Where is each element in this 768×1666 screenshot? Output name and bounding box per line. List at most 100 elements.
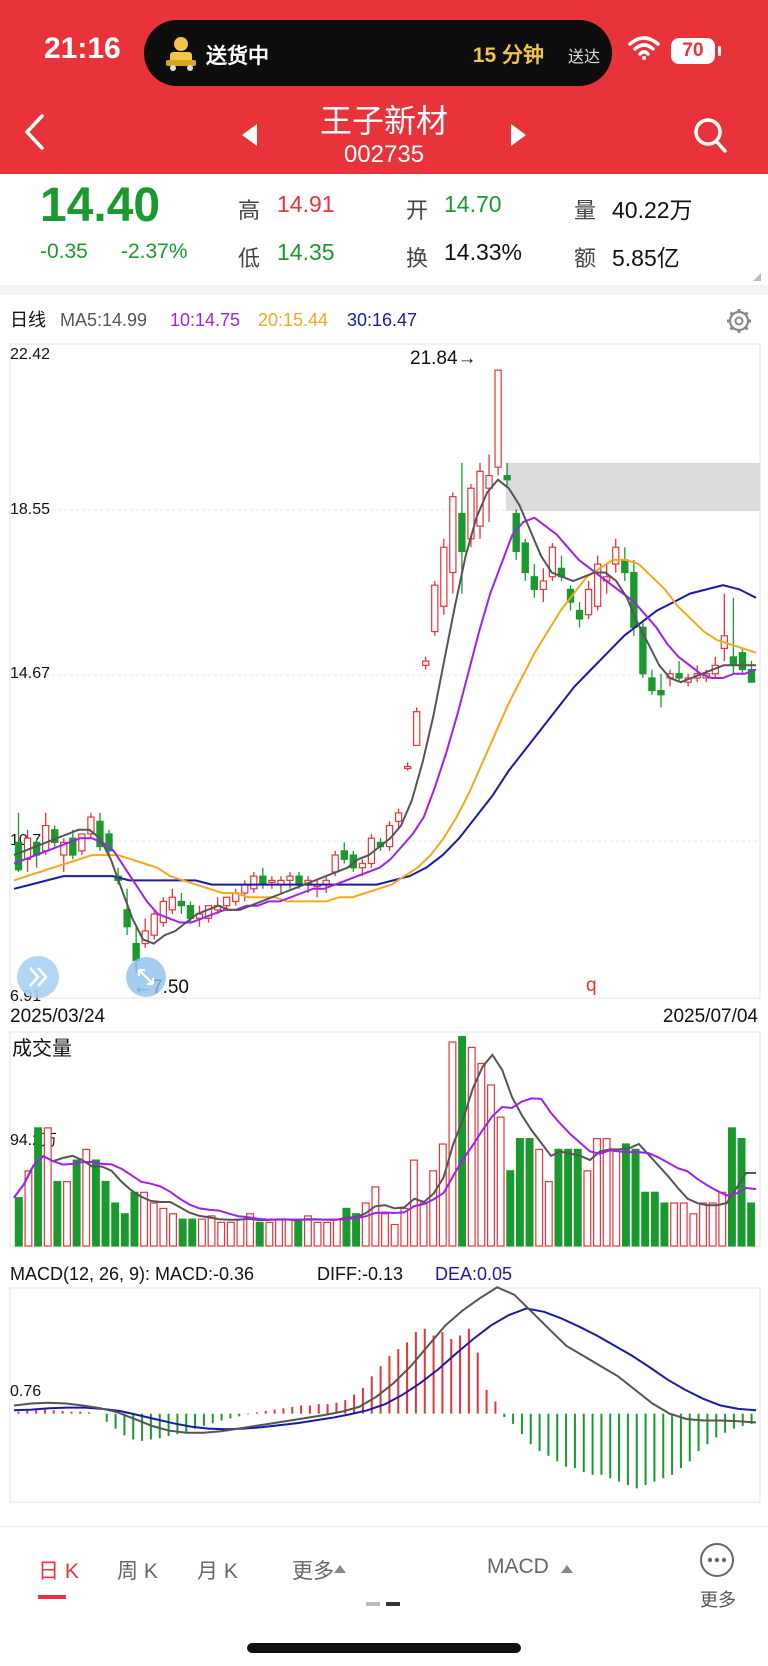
volume-bar bbox=[506, 1170, 515, 1247]
volume-bar bbox=[477, 1062, 486, 1247]
candle-body bbox=[738, 652, 747, 671]
dea-line bbox=[13, 1307, 757, 1431]
volume-bar bbox=[342, 1207, 351, 1247]
tab-daily-k[interactable]: 日 K bbox=[38, 1560, 79, 1583]
volume-bar bbox=[535, 1148, 544, 1247]
kline-chart-area[interactable]: 日线 MA5:14.99 10:14.75 20:15.44 30:16.47 … bbox=[0, 296, 768, 1526]
open-value: 14.70 bbox=[444, 191, 502, 217]
volume-bar bbox=[14, 1197, 23, 1247]
volume-bar bbox=[747, 1202, 756, 1247]
stock-header: 21:16 送货中 15 分钟 送达 70 王子新材 002735 bbox=[0, 0, 768, 174]
active-tab-indicator bbox=[38, 1595, 66, 1599]
candle-body bbox=[340, 850, 348, 860]
page-indicator-dot-active bbox=[386, 1602, 400, 1606]
back-icon[interactable] bbox=[22, 112, 46, 152]
volume-bar bbox=[352, 1213, 361, 1247]
volume-bar bbox=[246, 1213, 255, 1247]
volume-bar bbox=[294, 1218, 303, 1247]
period-label: 日线 bbox=[10, 310, 46, 330]
previous-stock-icon[interactable] bbox=[242, 124, 257, 146]
candle-body bbox=[449, 496, 457, 574]
volume-bar bbox=[487, 1084, 495, 1247]
candle-body bbox=[358, 862, 367, 869]
candle-body bbox=[394, 812, 403, 822]
volume-bar bbox=[409, 1159, 418, 1247]
volume-bar bbox=[593, 1138, 601, 1247]
settings-gear-icon[interactable] bbox=[727, 309, 751, 333]
diff-line bbox=[13, 1286, 757, 1434]
dynamic-island[interactable]: 送货中 15 分钟 送达 bbox=[144, 20, 612, 86]
volume-bar bbox=[284, 1218, 293, 1247]
tab-more-periods[interactable]: 更多 bbox=[292, 1560, 334, 1583]
last-price: 14.40 bbox=[40, 179, 161, 232]
volume-bar bbox=[24, 1170, 33, 1247]
more-options-icon[interactable] bbox=[699, 1542, 735, 1578]
candle-body bbox=[241, 883, 249, 894]
volume-bar bbox=[72, 1159, 81, 1247]
macd-title: MACD(12, 26, 9): MACD:-0.36 bbox=[10, 1264, 254, 1284]
tab-weekly-k[interactable]: 周 K bbox=[117, 1560, 158, 1583]
candle-body bbox=[503, 474, 511, 481]
open-label: 开 bbox=[406, 198, 429, 223]
indicator-selector[interactable]: MACD bbox=[487, 1555, 549, 1578]
ma20-legend: 20:15.44 bbox=[258, 310, 328, 330]
volume-bar bbox=[43, 1127, 52, 1247]
volume-bar bbox=[265, 1221, 274, 1247]
volume-bar bbox=[458, 1036, 467, 1247]
candle-body bbox=[584, 588, 593, 616]
more-periods-caret-icon[interactable] bbox=[333, 1563, 347, 1575]
tab-monthly-k[interactable]: 月 K bbox=[197, 1560, 238, 1583]
expand-corner-icon[interactable] bbox=[752, 272, 762, 282]
candle-body bbox=[96, 820, 104, 848]
next-stock-icon[interactable] bbox=[511, 124, 526, 146]
macd-diff: DIFF:-0.13 bbox=[317, 1264, 403, 1284]
candle-panel-frame bbox=[9, 343, 761, 999]
bottom-toolbar: 日 K 周 K 月 K 更多 MACD 更多 bbox=[0, 1526, 768, 1666]
volume-value: 40.22万 bbox=[612, 197, 693, 223]
turnover-value: 14.33% bbox=[444, 239, 523, 265]
volume-bar bbox=[197, 1218, 206, 1247]
macd-lines bbox=[13, 1286, 757, 1434]
search-icon[interactable] bbox=[692, 116, 728, 156]
volume-bar bbox=[313, 1221, 322, 1247]
candle-body bbox=[14, 841, 23, 871]
candle-body bbox=[575, 609, 584, 620]
delivery-courier-icon bbox=[166, 37, 196, 71]
volume-bar bbox=[429, 1170, 438, 1247]
candle-body bbox=[168, 896, 177, 911]
battery-icon: 70 bbox=[671, 38, 721, 64]
candle-body bbox=[250, 875, 258, 890]
candle-body bbox=[412, 711, 421, 747]
candle-body bbox=[548, 546, 557, 578]
volume-bar bbox=[371, 1186, 380, 1247]
volume-bar bbox=[178, 1218, 187, 1247]
volume-bar bbox=[101, 1180, 110, 1247]
indicator-caret-icon[interactable] bbox=[560, 1563, 574, 1575]
ma30-legend: 30:16.47 bbox=[347, 310, 417, 330]
volume-bar bbox=[496, 1116, 505, 1247]
candle-body bbox=[521, 542, 529, 574]
volume-ma-lines bbox=[13, 1053, 757, 1222]
candle-body bbox=[268, 879, 276, 883]
fullscreen-toggle-button[interactable] bbox=[126, 957, 166, 997]
volume-ma5-line bbox=[13, 1053, 756, 1222]
y-tick-label: 22.42 bbox=[10, 346, 50, 363]
ma5-legend: MA5:14.99 bbox=[60, 310, 147, 330]
fast-forward-button[interactable] bbox=[17, 956, 59, 998]
candle-body bbox=[440, 546, 448, 607]
ma20-line bbox=[13, 558, 757, 903]
y-tick-label: 18.55 bbox=[10, 501, 50, 518]
volume-bar bbox=[573, 1148, 582, 1247]
candle-body bbox=[593, 563, 602, 607]
more-options-label[interactable]: 更多 bbox=[700, 1590, 736, 1610]
status-time: 21:16 bbox=[44, 32, 121, 65]
volume-bar bbox=[583, 1170, 592, 1247]
section-divider bbox=[0, 285, 768, 295]
ma10-legend: 10:14.75 bbox=[170, 310, 240, 330]
candle-body bbox=[204, 905, 213, 919]
delivery-status: 送货中 bbox=[206, 45, 269, 68]
volume-label: 量 bbox=[574, 198, 597, 223]
candle-body bbox=[87, 816, 95, 835]
moving-average-lines bbox=[13, 478, 757, 945]
candle-body bbox=[331, 854, 339, 873]
